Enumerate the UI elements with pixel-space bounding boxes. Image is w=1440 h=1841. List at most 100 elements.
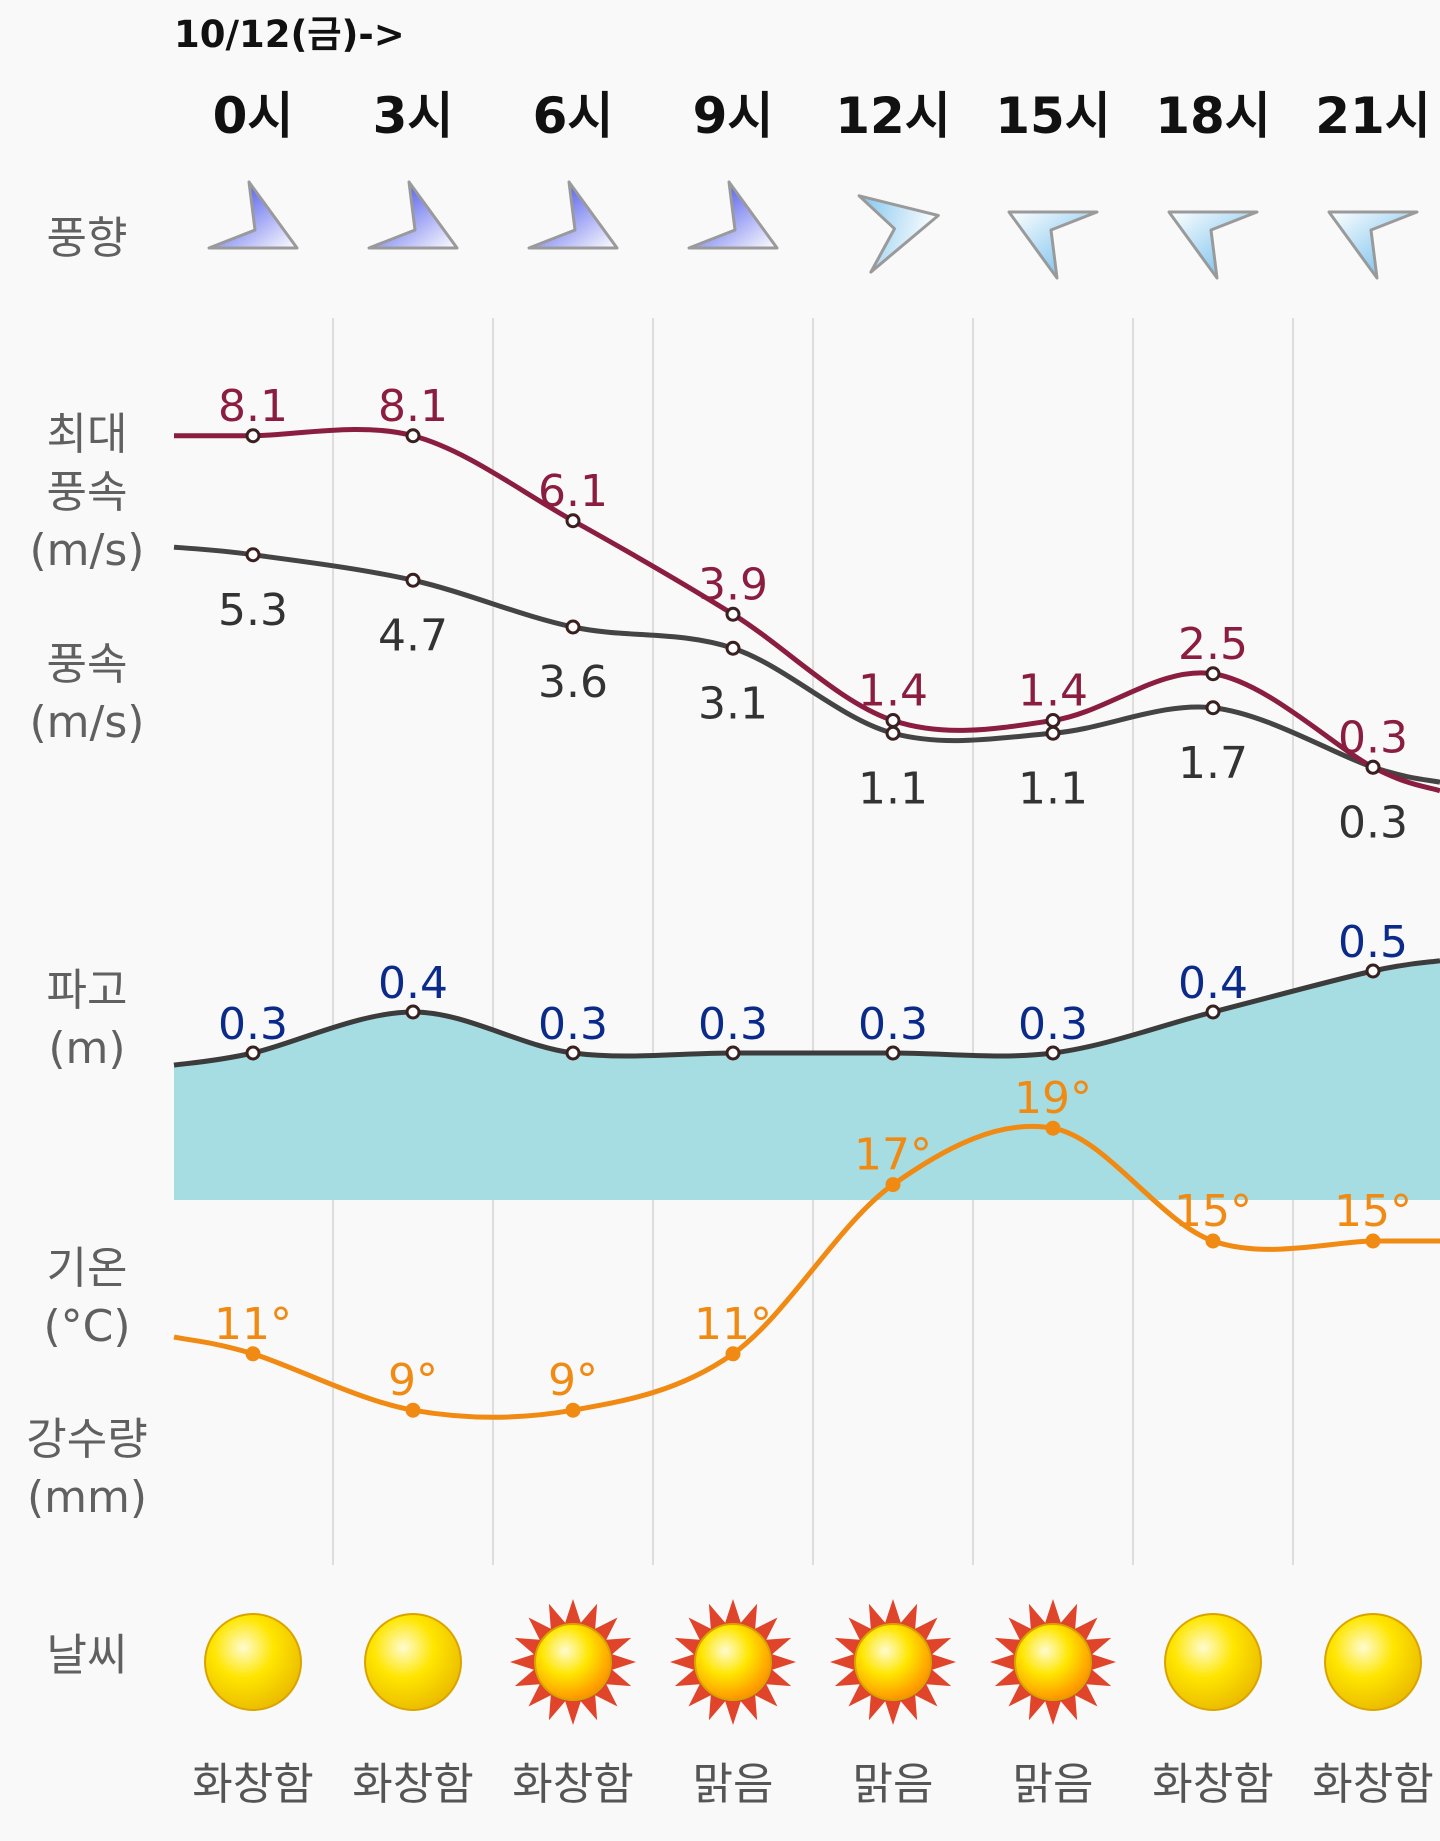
arrow-left-icon — [1327, 210, 1419, 280]
wave-area — [174, 960, 1440, 1200]
bright-sun-icon — [830, 1599, 956, 1725]
bright-sun-icon — [670, 1599, 796, 1725]
max-wind-marker — [725, 606, 741, 622]
temperature-value-label: 17° — [854, 1130, 932, 1181]
arrow-up-right-icon — [207, 180, 299, 250]
max-wind-marker — [245, 428, 261, 444]
max-wind-value-label: 1.4 — [858, 666, 928, 717]
temperature-value-label: 9° — [548, 1355, 598, 1406]
hour-label: 21시 — [1315, 87, 1431, 145]
wave-marker — [405, 1004, 421, 1020]
wind-speed-value-label: 1.7 — [1178, 738, 1248, 789]
wave-value-label: 0.4 — [1178, 958, 1248, 1009]
weather-condition-label: 화창함 — [1312, 1759, 1434, 1810]
temperature-marker — [1045, 1120, 1061, 1136]
max-wind-marker — [565, 513, 581, 529]
sun-icon — [204, 1613, 302, 1711]
row-label-max-wind: 최대 풍속 (m/s) — [29, 409, 145, 576]
max-wind-value-label: 1.4 — [1018, 666, 1088, 717]
weather-condition-label: 화창함 — [192, 1759, 314, 1810]
date-label: 10/12(금)-> — [174, 13, 405, 56]
wave-value-label: 0.3 — [858, 999, 928, 1050]
wind-speed-marker — [245, 547, 261, 563]
weather-condition-label: 맑음 — [1012, 1759, 1094, 1810]
forecast-chart: 8.1 8.1 6.1 3.9 1.4 1.4 2.5 0.3 5.3 4.7 3.6 3.1 1.1 1… — [173, 318, 1440, 1565]
temperature-marker — [885, 1177, 901, 1193]
wave-value-label: 0.4 — [378, 958, 448, 1009]
wind-speed-marker — [565, 619, 581, 635]
wind-speed-value-label: 4.7 — [378, 610, 448, 661]
wind-speed-marker — [1205, 700, 1221, 716]
temperature-marker — [245, 1346, 261, 1362]
wave-marker — [885, 1045, 901, 1061]
hour-label: 9시 — [692, 87, 774, 145]
hour-label: 15시 — [995, 87, 1111, 145]
row-label-precipitation: 강수량 (mm) — [26, 1414, 148, 1523]
hour-label: 6시 — [532, 87, 614, 145]
max-wind-value-label: 8.1 — [218, 381, 288, 432]
wave-value-label: 0.3 — [1018, 999, 1088, 1050]
wind-speed-marker — [885, 725, 901, 741]
arrow-up-right-icon — [367, 180, 459, 250]
row-label-temperature: 기온 (°C) — [43, 1243, 131, 1352]
arrow-up-right-icon — [687, 180, 779, 250]
arrow-left-icon — [1167, 210, 1259, 280]
max-wind-value-label: 3.9 — [698, 559, 768, 610]
temperature-marker — [565, 1402, 581, 1418]
wave-marker — [1205, 1004, 1221, 1020]
temperature-marker — [1205, 1233, 1221, 1249]
wave-marker — [565, 1045, 581, 1061]
temperature-value-label: 9° — [388, 1355, 438, 1406]
hour-label: 3시 — [372, 87, 454, 145]
temperature-value-label: 11° — [214, 1299, 292, 1350]
temperature-value-label: 15° — [1334, 1186, 1412, 1237]
hour-label: 0시 — [212, 87, 294, 145]
wave-value-label: 0.5 — [1338, 917, 1408, 968]
wave-marker — [725, 1045, 741, 1061]
wind-speed-marker — [405, 572, 421, 588]
max-wind-value-label: 8.1 — [378, 381, 448, 432]
row-label-wave-height: 파고 (m) — [46, 965, 128, 1074]
wind-speed-line — [173, 544, 1440, 785]
temperature-marker — [1365, 1233, 1381, 1249]
wind-speed-value-label: 1.1 — [1018, 763, 1088, 814]
bright-sun-icon — [990, 1599, 1116, 1725]
wave-marker — [1365, 963, 1381, 979]
bright-sun-icon — [510, 1599, 636, 1725]
weather-condition-label: 화창함 — [352, 1759, 474, 1810]
max-wind-value-label: 6.1 — [538, 466, 608, 517]
temperature-value-label: 11° — [694, 1299, 772, 1350]
max-wind-marker — [1205, 666, 1221, 682]
wind-speed-marker — [725, 640, 741, 656]
max-wind-line — [174, 426, 1440, 794]
wind-speed-marker — [1045, 725, 1061, 741]
arrow-up-right-icon — [527, 180, 619, 250]
temperature-marker — [405, 1402, 421, 1418]
weather-condition-label: 화창함 — [512, 1759, 634, 1810]
wind-speed-value-label: 3.6 — [538, 657, 608, 708]
row-label-wind-direction: 풍향 — [46, 213, 128, 264]
hour-label: 18시 — [1155, 87, 1271, 145]
weather-condition-label: 맑음 — [852, 1759, 934, 1810]
wave-marker — [245, 1045, 261, 1061]
hour-label: 12시 — [835, 87, 951, 145]
wave-value-label: 0.3 — [698, 999, 768, 1050]
temperature-value-label: 15° — [1174, 1186, 1252, 1237]
max-wind-value-label: 0.3 — [1338, 712, 1408, 763]
wind-speed-value-label: 3.1 — [698, 678, 768, 729]
max-wind-marker — [405, 428, 421, 444]
wave-line — [173, 958, 1440, 1068]
wind-speed-value-label: 0.3 — [1338, 797, 1408, 848]
temperature-line — [173, 1123, 1440, 1420]
temperature-value-label: 19° — [1014, 1073, 1092, 1124]
wave-value-label: 0.3 — [538, 999, 608, 1050]
weather-condition-label: 맑음 — [692, 1759, 774, 1810]
sun-icon — [364, 1613, 462, 1711]
wave-value-label: 0.3 — [218, 999, 288, 1050]
wave-marker — [1045, 1045, 1061, 1061]
sun-icon — [1164, 1613, 1262, 1711]
arrow-left-icon — [1007, 210, 1099, 280]
temperature-marker — [725, 1346, 741, 1362]
wind-speed-marker — [1365, 759, 1381, 775]
row-label-weather: 날씨 — [46, 1630, 128, 1681]
